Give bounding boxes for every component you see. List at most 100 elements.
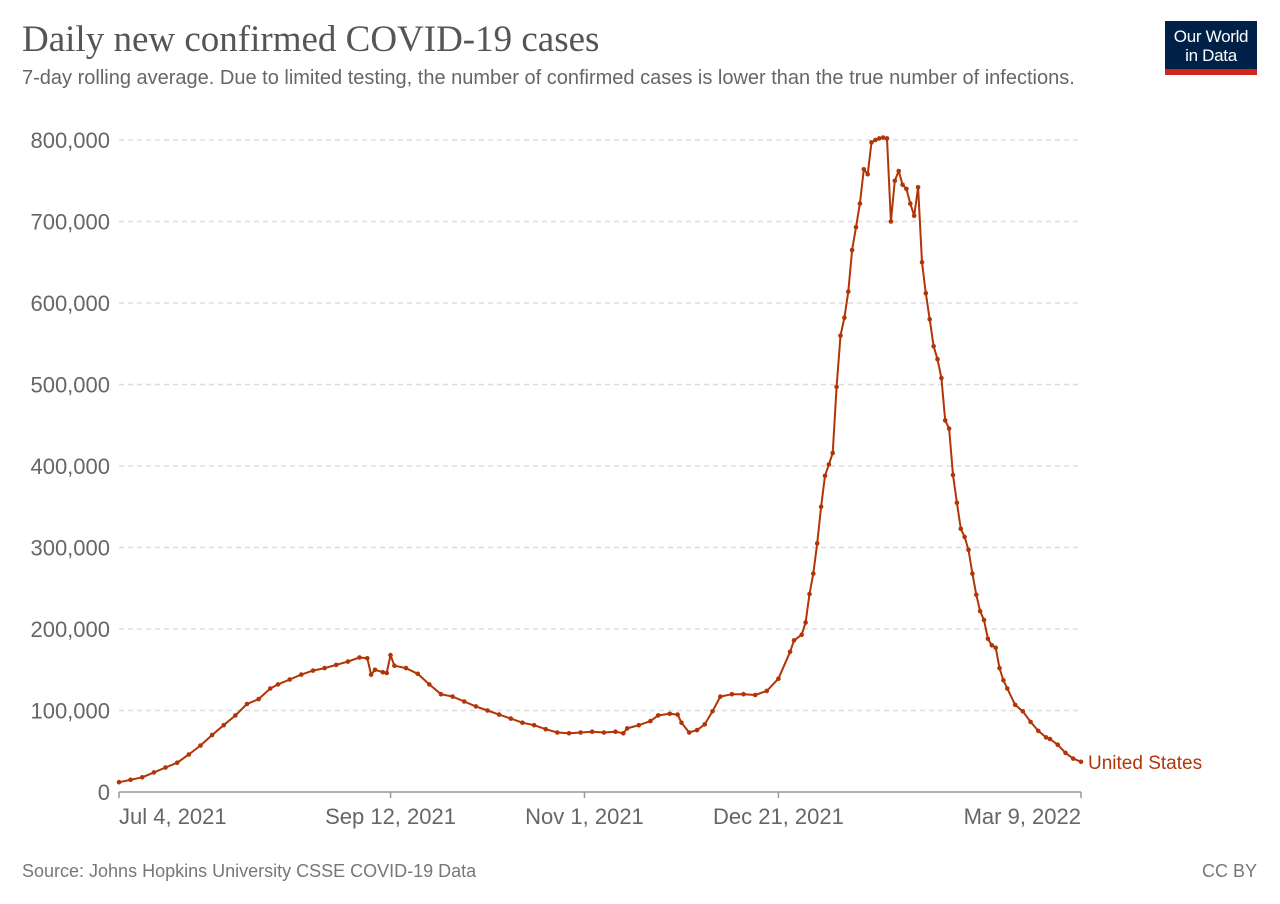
data-point bbox=[911, 213, 917, 219]
data-point bbox=[710, 709, 715, 714]
data-point bbox=[807, 591, 812, 597]
data-point bbox=[648, 718, 653, 724]
y-tick-label: 300,000 bbox=[30, 536, 110, 561]
data-point bbox=[962, 534, 967, 540]
data-point bbox=[128, 777, 133, 783]
data-point bbox=[496, 712, 502, 717]
x-tick-label: Dec 21, 2021 bbox=[713, 804, 844, 829]
y-tick-label: 500,000 bbox=[30, 373, 110, 398]
data-point bbox=[256, 696, 261, 702]
data-point bbox=[578, 730, 583, 735]
license-link[interactable]: CC BY bbox=[1201, 861, 1257, 881]
data-point bbox=[368, 672, 374, 677]
data-point bbox=[981, 617, 987, 623]
data-point bbox=[299, 672, 304, 677]
data-point bbox=[830, 450, 835, 456]
data-point bbox=[508, 716, 514, 721]
data-point bbox=[741, 691, 746, 697]
data-point bbox=[186, 752, 192, 757]
data-point bbox=[822, 473, 828, 479]
data-point bbox=[880, 135, 886, 140]
data-point bbox=[116, 779, 122, 785]
data-point bbox=[954, 500, 960, 506]
y-tick-label: 600,000 bbox=[30, 291, 110, 316]
data-point bbox=[1036, 728, 1041, 734]
data-point bbox=[776, 676, 781, 681]
data-point bbox=[380, 669, 386, 675]
data-point bbox=[892, 178, 898, 184]
data-point bbox=[1055, 742, 1060, 747]
data-point bbox=[140, 775, 145, 780]
data-point bbox=[884, 136, 890, 141]
data-point bbox=[811, 571, 816, 576]
data-point bbox=[729, 691, 735, 697]
x-tick-label: Sep 12, 2021 bbox=[325, 804, 456, 829]
data-point bbox=[392, 663, 397, 668]
data-point bbox=[946, 426, 952, 431]
data-point bbox=[861, 167, 867, 172]
data-point bbox=[958, 526, 964, 532]
source-note: Source: Johns Hopkins University CSSE CO… bbox=[22, 861, 477, 881]
data-point bbox=[450, 694, 455, 699]
data-point bbox=[997, 665, 1002, 671]
data-point bbox=[877, 136, 882, 141]
data-point bbox=[384, 670, 390, 676]
data-point bbox=[1078, 759, 1084, 765]
data-point bbox=[198, 743, 203, 748]
y-tick-label: 400,000 bbox=[30, 454, 110, 479]
data-point bbox=[791, 638, 797, 643]
data-point bbox=[415, 671, 421, 677]
data-point bbox=[970, 571, 975, 576]
data-point bbox=[520, 720, 525, 725]
data-point bbox=[601, 730, 607, 735]
data-point bbox=[1020, 709, 1026, 714]
data-point bbox=[268, 686, 273, 691]
chart-subtitle: 7-day rolling average. Due to limited te… bbox=[22, 67, 1075, 89]
data-point bbox=[966, 547, 971, 553]
data-point bbox=[531, 722, 537, 728]
data-point bbox=[927, 317, 932, 322]
data-point bbox=[357, 655, 362, 660]
data-point bbox=[853, 224, 859, 230]
x-tick-label: Mar 9, 2022 bbox=[964, 804, 1081, 829]
data-point bbox=[764, 688, 770, 694]
data-point bbox=[1001, 678, 1006, 683]
owid-logo[interactable]: Our World in Data bbox=[1165, 21, 1257, 75]
data-point bbox=[322, 665, 327, 671]
data-point bbox=[974, 592, 979, 598]
y-tick-label: 200,000 bbox=[30, 617, 110, 642]
data-point bbox=[438, 691, 444, 697]
data-point bbox=[814, 541, 820, 546]
data-point bbox=[613, 729, 618, 734]
data-point bbox=[873, 137, 878, 143]
series: United States bbox=[116, 135, 1202, 785]
data-point bbox=[993, 645, 998, 650]
data-point bbox=[1070, 756, 1076, 761]
data-point bbox=[752, 692, 758, 698]
data-point bbox=[989, 643, 995, 648]
data-point bbox=[566, 731, 572, 736]
data-point bbox=[865, 171, 870, 177]
data-point bbox=[842, 315, 847, 321]
grid-lines bbox=[119, 139, 1081, 712]
data-point bbox=[977, 608, 983, 614]
data-point bbox=[834, 384, 839, 390]
data-point bbox=[935, 356, 940, 362]
axes: 0 100,000 200,000 300,000 400,000 500,000 600,… bbox=[30, 128, 1082, 829]
data-point bbox=[799, 632, 804, 637]
data-point bbox=[818, 504, 824, 510]
data-point bbox=[636, 722, 642, 728]
data-point bbox=[1063, 750, 1068, 756]
data-point bbox=[655, 713, 661, 718]
data-point bbox=[950, 472, 956, 478]
data-point bbox=[931, 343, 936, 349]
data-point bbox=[427, 682, 432, 687]
data-point bbox=[826, 462, 832, 467]
data-point bbox=[702, 722, 707, 727]
data-point bbox=[1012, 702, 1018, 708]
data-point bbox=[365, 656, 370, 661]
data-point bbox=[679, 720, 684, 725]
data-point bbox=[686, 730, 692, 735]
data-point bbox=[461, 699, 467, 704]
